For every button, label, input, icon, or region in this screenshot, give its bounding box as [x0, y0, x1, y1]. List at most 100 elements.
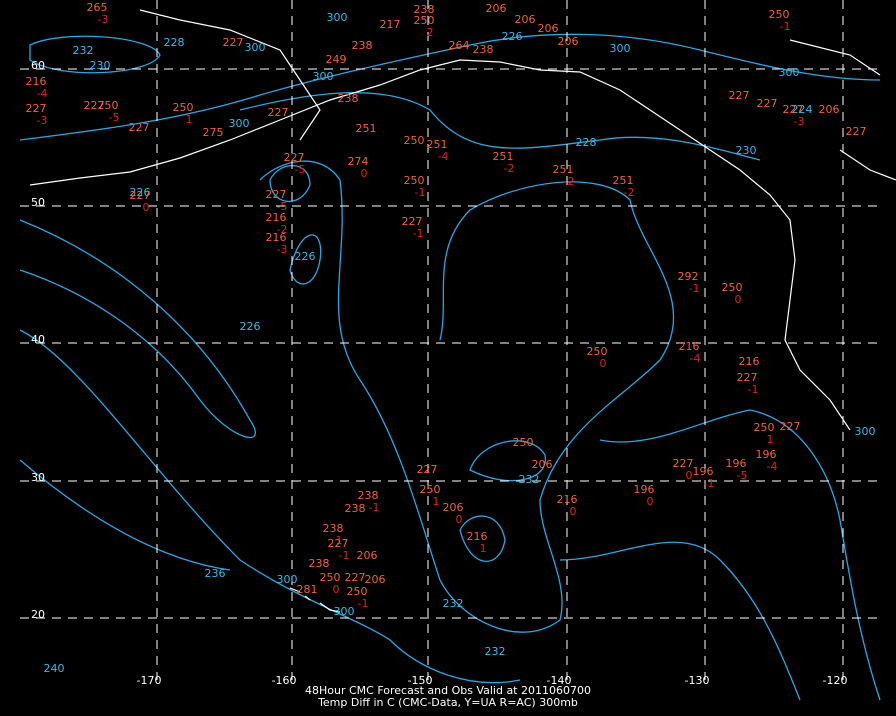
title-line: Temp Diff in C (CMC-Data, Y=UA R=AC) 300…: [317, 696, 578, 709]
station-diff: -3: [98, 13, 109, 26]
station-diff: 1: [433, 495, 440, 508]
station-diff: 0: [600, 357, 607, 370]
contour-label: 226: [240, 320, 261, 333]
station-diff: -3: [277, 243, 288, 256]
contour-label: 300: [610, 42, 631, 55]
contour-label: 300: [313, 70, 334, 83]
station-value: 206: [486, 2, 507, 15]
station-value: 196: [634, 483, 655, 496]
station-value: 216: [467, 530, 488, 543]
contour-label: 228: [164, 36, 185, 49]
station-value: 227: [846, 125, 867, 138]
station-value: 227: [417, 463, 438, 476]
station-diff: 0: [333, 583, 340, 596]
station-value: 249: [326, 53, 347, 66]
station-value: 265: [87, 1, 108, 14]
contour: [239, 92, 761, 161]
station-value: 227: [783, 103, 804, 116]
station-diff: -2: [564, 175, 575, 188]
station-value: 227: [26, 102, 47, 115]
station-diff: -2: [277, 223, 288, 236]
contour-label: 232: [73, 44, 94, 57]
coastline: [789, 39, 896, 181]
station-value: 227: [328, 537, 349, 550]
station-value: 216: [557, 493, 578, 506]
station-diff: -1: [780, 20, 791, 33]
station-diff: 0: [686, 469, 693, 482]
lat-label: 40: [31, 333, 45, 346]
station-value: 216: [679, 340, 700, 353]
contour-label: 228: [576, 136, 597, 149]
contour-label: 230: [736, 144, 757, 157]
station-value: 238: [323, 522, 344, 535]
lon-label: -130: [685, 674, 710, 687]
station-value: 227: [402, 215, 423, 228]
station-value: 250: [98, 99, 119, 112]
station-diff: -4: [438, 150, 449, 163]
station-diff: -1: [413, 227, 424, 240]
station-value: 250: [404, 134, 425, 147]
station-diff: 0: [735, 293, 742, 306]
lon-label: -120: [823, 674, 848, 687]
coastline: [139, 9, 321, 141]
station-value: 251: [493, 150, 514, 163]
station-diff: 0: [143, 201, 150, 214]
station-value: 264: [449, 39, 470, 52]
contour-label: 226: [502, 30, 523, 43]
station-diff: 1: [336, 534, 343, 547]
station-value: 196: [726, 457, 747, 470]
station-value: 238: [414, 3, 435, 16]
station-value: 274: [348, 155, 369, 168]
station-diff: -4: [690, 352, 701, 365]
station-value: 250: [404, 174, 425, 187]
station-value: 250: [722, 281, 743, 294]
lon-label: -150: [408, 674, 433, 687]
station-value: 227: [129, 121, 150, 134]
station-value: 292: [678, 270, 699, 283]
station-diff: -1: [415, 186, 426, 199]
contour-label: 300: [779, 66, 800, 79]
station-value: 227: [284, 151, 305, 164]
lon-label: -160: [272, 674, 297, 687]
station-diff: -4: [37, 87, 48, 100]
lon-label: -170: [137, 674, 162, 687]
station-value: 196: [756, 448, 777, 461]
coastlines: [29, 9, 896, 613]
station-diff: -5: [277, 200, 288, 213]
lon-label: -140: [547, 674, 572, 687]
station-value: 250: [414, 14, 435, 27]
station-value: 196: [693, 465, 714, 478]
station-diff: 1: [767, 433, 774, 446]
station-value: 238: [473, 43, 494, 56]
contour-label: 236: [205, 567, 226, 580]
contour-label: 300: [327, 11, 348, 24]
contour-label: 232: [519, 473, 540, 486]
station-value: 227: [266, 188, 287, 201]
station-diff: -1: [358, 597, 369, 610]
labels: -170 -160 -150 -140 -130 -1206050403020232230…: [26, 1, 876, 687]
contour: [559, 541, 801, 701]
station-value: 251: [613, 174, 634, 187]
lat-label: 20: [31, 608, 45, 621]
station-value: 250: [769, 8, 790, 21]
station-diff: -1: [339, 549, 350, 562]
contour-label: 230: [90, 59, 111, 72]
station-value: 206: [365, 573, 386, 586]
contour: [29, 35, 161, 74]
station-value: 206: [558, 35, 579, 48]
station-diff: -1: [748, 383, 759, 396]
contour-label: 300: [277, 573, 298, 586]
station-value: 227: [130, 189, 151, 202]
station-value: 206: [532, 458, 553, 471]
coastline: [289, 587, 341, 613]
contour-label: 300: [855, 425, 876, 438]
station-value: 275: [203, 126, 224, 139]
station-value: 216: [26, 75, 47, 88]
contour-label: 300: [334, 605, 355, 618]
station-value: 206: [443, 501, 464, 514]
station-value: 251: [356, 122, 377, 135]
contour-label: 300: [229, 117, 250, 130]
station-diff: -3: [37, 114, 48, 127]
